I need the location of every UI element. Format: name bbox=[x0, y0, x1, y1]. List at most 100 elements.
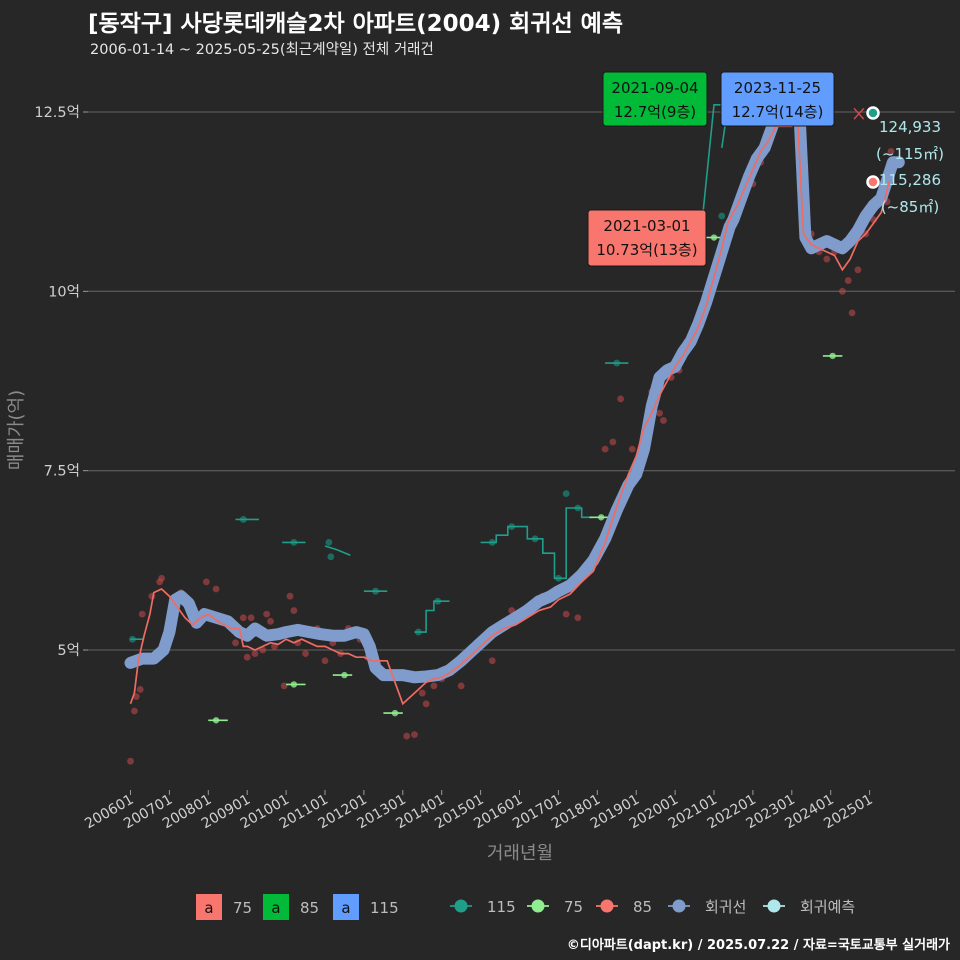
point-85 bbox=[403, 732, 411, 740]
y-tick-label: 5억 bbox=[57, 642, 80, 659]
legend-line-dot bbox=[600, 899, 614, 913]
point-85 bbox=[660, 417, 667, 424]
grid-lines bbox=[88, 111, 955, 651]
point-85 bbox=[130, 707, 138, 715]
point-85 bbox=[280, 682, 288, 690]
legend-line-dot bbox=[672, 899, 686, 913]
chart-subtitle: 2006-01-14 ~ 2025-05-25(최근계약일) 전체 거래건 bbox=[90, 42, 434, 58]
legend: a 75 a 85 a 115 115 75 85 회귀선 회귀예측 bbox=[196, 894, 855, 920]
annotation-date: 2021-09-04 bbox=[611, 79, 698, 97]
prediction-value: 115,286 bbox=[879, 171, 941, 189]
legend-label: 85 bbox=[300, 899, 319, 917]
point-85 bbox=[854, 266, 862, 274]
annotation-price: 12.7억(14층) bbox=[732, 103, 824, 121]
point-85 bbox=[243, 653, 251, 661]
point-85 bbox=[290, 607, 298, 614]
point-85 bbox=[127, 757, 134, 765]
point-85 bbox=[848, 309, 856, 317]
point-85 bbox=[488, 657, 496, 665]
point-85 bbox=[430, 682, 438, 690]
y-axis-title: 매매가(억) bbox=[6, 390, 27, 470]
legend-label: 115 bbox=[370, 899, 399, 917]
point-85 bbox=[574, 614, 582, 622]
legend-line-label: 85 bbox=[633, 898, 652, 916]
annotation-date: 2023-11-25 bbox=[734, 79, 821, 97]
point-85 bbox=[232, 639, 239, 647]
point-85 bbox=[411, 731, 418, 739]
y-tick-label: 10억 bbox=[48, 283, 80, 300]
point-85 bbox=[251, 650, 259, 657]
point-85 bbox=[202, 578, 210, 586]
annotations: 2021-03-01 10.73억(13층) 2021-09-04 12.7억(9층)… bbox=[587, 71, 944, 267]
point-85 bbox=[138, 610, 146, 618]
point-115 bbox=[325, 539, 333, 546]
point-85 bbox=[617, 395, 625, 403]
annotation-price: 10.73억(13층) bbox=[596, 241, 697, 259]
y-tick-label: 12.5억 bbox=[34, 104, 80, 121]
point-115 bbox=[562, 490, 570, 498]
data-points bbox=[127, 99, 895, 765]
point-85 bbox=[158, 574, 166, 582]
point-85 bbox=[844, 277, 852, 284]
point-115 bbox=[327, 553, 335, 561]
credit-text: ©디아파트(dapt.kr) / 2025.07.22 / 자료=국토교통부 실… bbox=[566, 938, 950, 953]
annotation-label: 2023-11-25 12.7억(14층) bbox=[720, 71, 835, 127]
series-line-115 bbox=[480, 507, 594, 580]
annotation-box bbox=[602, 71, 708, 127]
prediction-area: (~85㎡) bbox=[881, 198, 939, 216]
legend-swatch-letter: a bbox=[204, 899, 213, 917]
point-85 bbox=[562, 610, 570, 618]
point-85 bbox=[267, 617, 274, 625]
point-85 bbox=[418, 689, 426, 697]
point-85 bbox=[132, 693, 140, 701]
annotation-date: 2021-03-01 bbox=[603, 217, 690, 235]
legend-line-label: 회귀예측 bbox=[800, 898, 855, 916]
legend-line-dot bbox=[531, 899, 545, 913]
point-85 bbox=[838, 287, 846, 295]
legend-label: 75 bbox=[233, 899, 252, 917]
prediction-area: (~115㎡) bbox=[876, 145, 944, 163]
x-axis-title: 거래년월 bbox=[487, 843, 553, 864]
annotation-price: 12.7억(9층) bbox=[614, 103, 696, 121]
point-85 bbox=[628, 445, 636, 453]
point-85 bbox=[656, 409, 663, 417]
point-85 bbox=[247, 614, 255, 622]
annotation-label: 2021-03-01 10.73억(13층) bbox=[587, 209, 707, 267]
point-85 bbox=[887, 148, 895, 155]
legend-line-label: 115 bbox=[487, 898, 516, 916]
point-85 bbox=[286, 592, 294, 600]
annotation-box bbox=[587, 209, 707, 267]
prediction-value: 124,933 bbox=[879, 118, 941, 136]
point-85 bbox=[259, 646, 267, 654]
legend-line-label: 회귀선 bbox=[705, 898, 746, 916]
point-85 bbox=[212, 585, 220, 593]
series-line-115 bbox=[324, 545, 351, 557]
series-line-115 bbox=[414, 600, 450, 633]
prediction-point bbox=[866, 106, 880, 120]
annotation-label: 2021-09-04 12.7억(9층) bbox=[602, 71, 708, 127]
annotation-box bbox=[720, 71, 835, 127]
legend-swatch-letter: a bbox=[271, 899, 280, 917]
point-85 bbox=[302, 650, 309, 657]
legend-line-label: 75 bbox=[564, 898, 583, 916]
legend-swatch-letter: a bbox=[341, 899, 350, 917]
legend-line-dot bbox=[454, 899, 468, 913]
legend-swatch bbox=[196, 894, 222, 920]
regression-line bbox=[124, 102, 905, 684]
chart-title: [동작구] 사당롯데캐슬2차 아파트(2004) 회귀선 예측 bbox=[88, 11, 623, 37]
point-85 bbox=[263, 610, 271, 618]
x-axis: 2006012007012008012009012010012011012012… bbox=[82, 790, 876, 864]
point-85 bbox=[823, 255, 831, 263]
point-85 bbox=[457, 682, 465, 690]
legend-swatch bbox=[333, 894, 359, 920]
y-tick-label: 7.5억 bbox=[44, 463, 80, 480]
legend-line-dot bbox=[767, 899, 781, 913]
prediction-point bbox=[866, 175, 880, 189]
point-85 bbox=[239, 614, 247, 622]
point-85 bbox=[601, 445, 609, 453]
regression-line-group bbox=[124, 102, 905, 706]
point-115 bbox=[718, 212, 726, 220]
point-85 bbox=[609, 438, 617, 446]
